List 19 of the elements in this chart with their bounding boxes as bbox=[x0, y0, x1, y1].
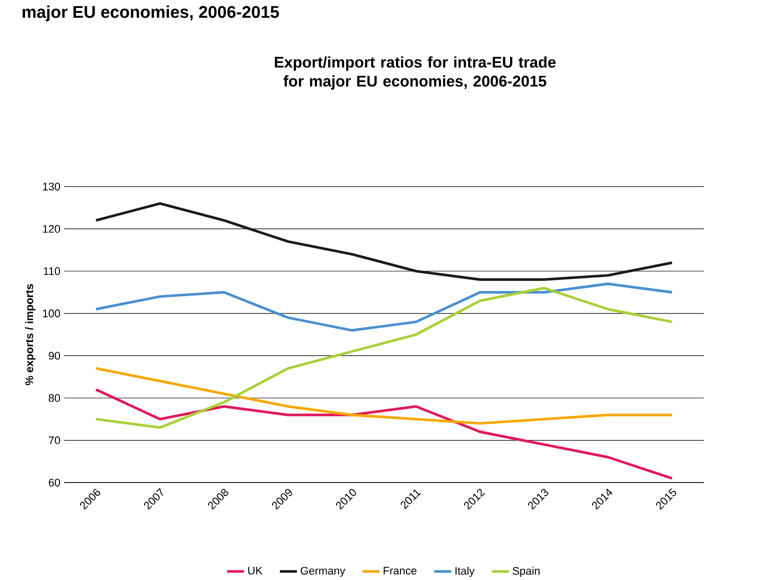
y-axis-title: % exports / imports bbox=[25, 284, 36, 386]
legend-label: France bbox=[384, 566, 416, 574]
y-tick-label: 120 bbox=[43, 224, 60, 233]
line-series bbox=[94, 388, 674, 480]
y-tick-label: 80 bbox=[48, 394, 60, 402]
y-tick-label: 70 bbox=[48, 436, 60, 444]
legend-label: UK bbox=[248, 566, 262, 574]
line-series bbox=[94, 282, 674, 332]
legend-label: Germany bbox=[300, 566, 346, 577]
y-tick-label: 90 bbox=[48, 352, 60, 360]
y-tick-label: 100 bbox=[43, 310, 60, 318]
y-tick-label: 60 bbox=[48, 478, 60, 486]
text: major EU economies, 2006-2015 bbox=[22, 5, 279, 22]
legend-label: Spain bbox=[512, 566, 540, 577]
line-series bbox=[94, 202, 674, 281]
legend-label: Italy bbox=[456, 566, 475, 577]
y-tick-label: 110 bbox=[44, 267, 60, 275]
y-tick-label: 130 bbox=[43, 182, 60, 190]
chart-title: Export/import ratios for intra-EU trade for major EU economies, 2006-2015 bbox=[274, 56, 556, 90]
